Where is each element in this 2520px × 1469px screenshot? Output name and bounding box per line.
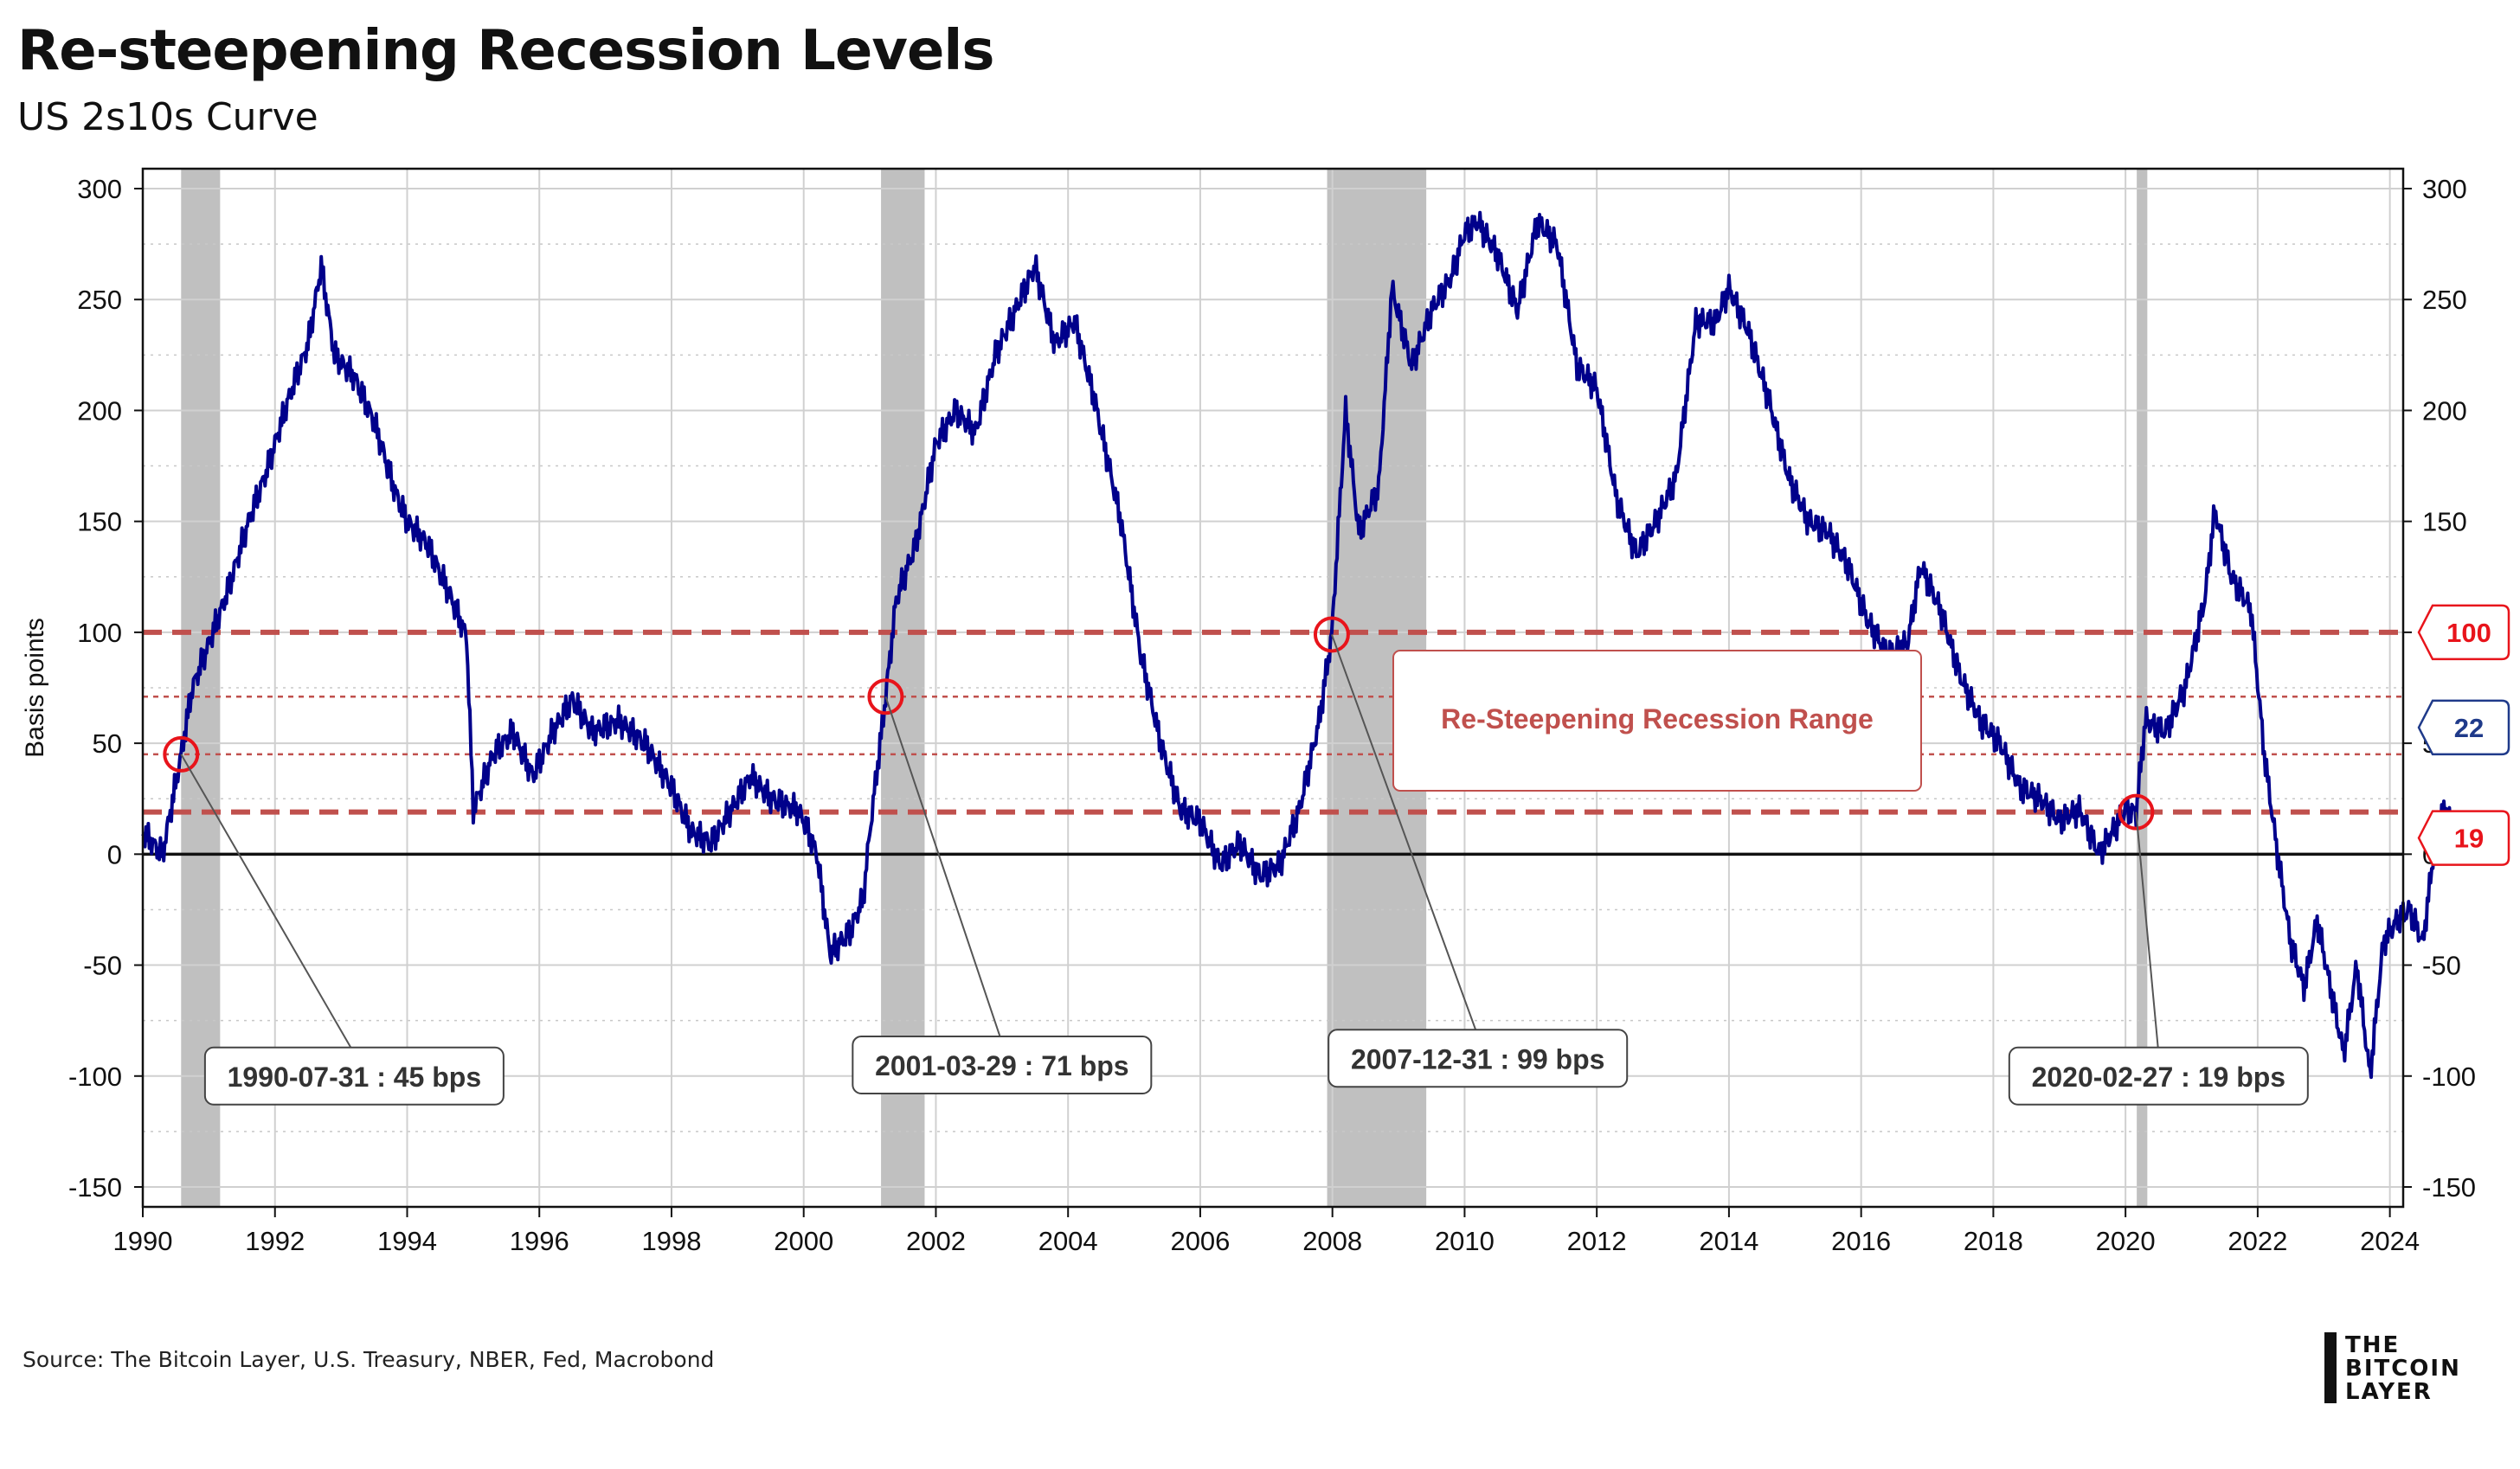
plot-frame <box>141 167 2405 1209</box>
x-tick-label: 2008 <box>1302 1226 1362 1256</box>
current-value-tag-label: 22 <box>2454 713 2484 743</box>
chart-subtitle: US 2s10s Curve <box>17 95 318 139</box>
ref-19-tag-label: 19 <box>2454 824 2484 854</box>
recession-band-1 <box>881 169 925 1207</box>
marker-circle-3 <box>2118 793 2155 831</box>
logo-line-3: LAYER <box>2345 1379 2433 1405</box>
y-tick-label: -150 <box>68 1172 122 1203</box>
marker-circle-0 <box>163 735 200 773</box>
callout-leader-1 <box>884 696 1003 1043</box>
source-note: Source: The Bitcoin Layer, U.S. Treasury… <box>22 1347 715 1372</box>
y-tick-label-right: 300 <box>2422 174 2467 204</box>
y-tick-label: -50 <box>83 951 122 981</box>
x-tick-label: 2018 <box>1964 1226 2023 1256</box>
x-tick-label: 1998 <box>641 1226 701 1256</box>
axes-layer: 300300250250200200150150100100505000-50-… <box>68 167 2476 1256</box>
callout-box-1 <box>852 1035 1153 1094</box>
brand-logo: THE BITCOIN LAYER <box>2324 1332 2506 1403</box>
range-label: Re-Steepening Recession Range <box>1441 703 1874 734</box>
x-tick-label: 1990 <box>113 1226 173 1256</box>
range-label-box <box>1392 650 1922 792</box>
callout-label-0: 1990-07-31 : 45 bps <box>228 1062 482 1093</box>
callout-label-3: 2020-02-27 : 19 bps <box>2032 1062 2286 1093</box>
callout-label-1: 2001-03-29 : 71 bps <box>875 1050 1129 1081</box>
x-tick-label: 2016 <box>1831 1226 1891 1256</box>
y-tick-label: 50 <box>93 728 122 759</box>
y-tick-label: 100 <box>77 618 122 648</box>
x-tick-label: 2012 <box>1567 1226 1627 1256</box>
y-tick-label: 150 <box>77 507 122 537</box>
y-tick-label-right: -100 <box>2422 1062 2476 1092</box>
marker-circle-2 <box>1313 616 1350 653</box>
marker-layer <box>163 616 2155 831</box>
x-tick-label: 2006 <box>1170 1226 1230 1256</box>
logo-bar <box>2324 1332 2337 1403</box>
x-tick-label: 2000 <box>774 1226 833 1256</box>
y-tick-label: -100 <box>68 1062 122 1092</box>
ref-100-tag-label: 100 <box>2446 618 2491 648</box>
callout-box-3 <box>2008 1046 2309 1106</box>
x-tick-label: 2004 <box>1038 1226 1098 1256</box>
y-axis-label: Basis points <box>21 618 49 758</box>
recession-band-3 <box>2137 169 2148 1207</box>
marker-circle-1 <box>867 678 904 715</box>
x-tick-label: 2002 <box>906 1226 966 1256</box>
y-tick-label-right: 200 <box>2422 395 2467 426</box>
series-line <box>141 210 2458 1080</box>
logo-line-1: THE <box>2345 1332 2401 1358</box>
x-tick-label: 2014 <box>1699 1226 1758 1256</box>
annotation-layer: 1990-07-31 : 45 bps 2001-03-29 : 71 bps 20… <box>180 604 2510 1106</box>
y-tick-label: 0 <box>107 839 122 869</box>
callout-leader-2 <box>1330 634 1479 1036</box>
chart-title: Re-steepening Recession Levels <box>17 19 994 83</box>
x-tick-label: 2022 <box>2228 1226 2287 1256</box>
callout-label-2: 2007-12-31 : 99 bps <box>1351 1043 1605 1074</box>
callout-box-2 <box>1328 1029 1629 1088</box>
y-tick-label-right: -150 <box>2422 1172 2476 1203</box>
logo-line-2: BITCOIN <box>2345 1356 2461 1382</box>
x-tick-label: 2010 <box>1435 1226 1495 1256</box>
ref-19-tag <box>2417 810 2510 866</box>
ref-100-tag <box>2417 604 2510 661</box>
x-tick-label: 2020 <box>2096 1226 2156 1256</box>
callout-leader-3 <box>2135 811 2160 1054</box>
y-tick-label-right: 250 <box>2422 285 2467 315</box>
y-tick-label: 300 <box>77 174 122 204</box>
callout-leader-0 <box>180 754 356 1055</box>
y-tick-label: 200 <box>77 395 122 426</box>
x-tick-label: 1996 <box>510 1226 569 1256</box>
y-tick-label: 250 <box>77 285 122 315</box>
y-tick-label-right: 150 <box>2422 507 2467 537</box>
callout-box-0 <box>203 1046 505 1106</box>
y-tick-label-right: -50 <box>2422 951 2461 981</box>
current-value-tag <box>2417 699 2510 756</box>
x-tick-label: 1992 <box>245 1226 305 1256</box>
x-tick-label: 2024 <box>2360 1226 2420 1256</box>
x-tick-label: 1994 <box>377 1226 437 1256</box>
series-layer <box>141 210 2458 1080</box>
